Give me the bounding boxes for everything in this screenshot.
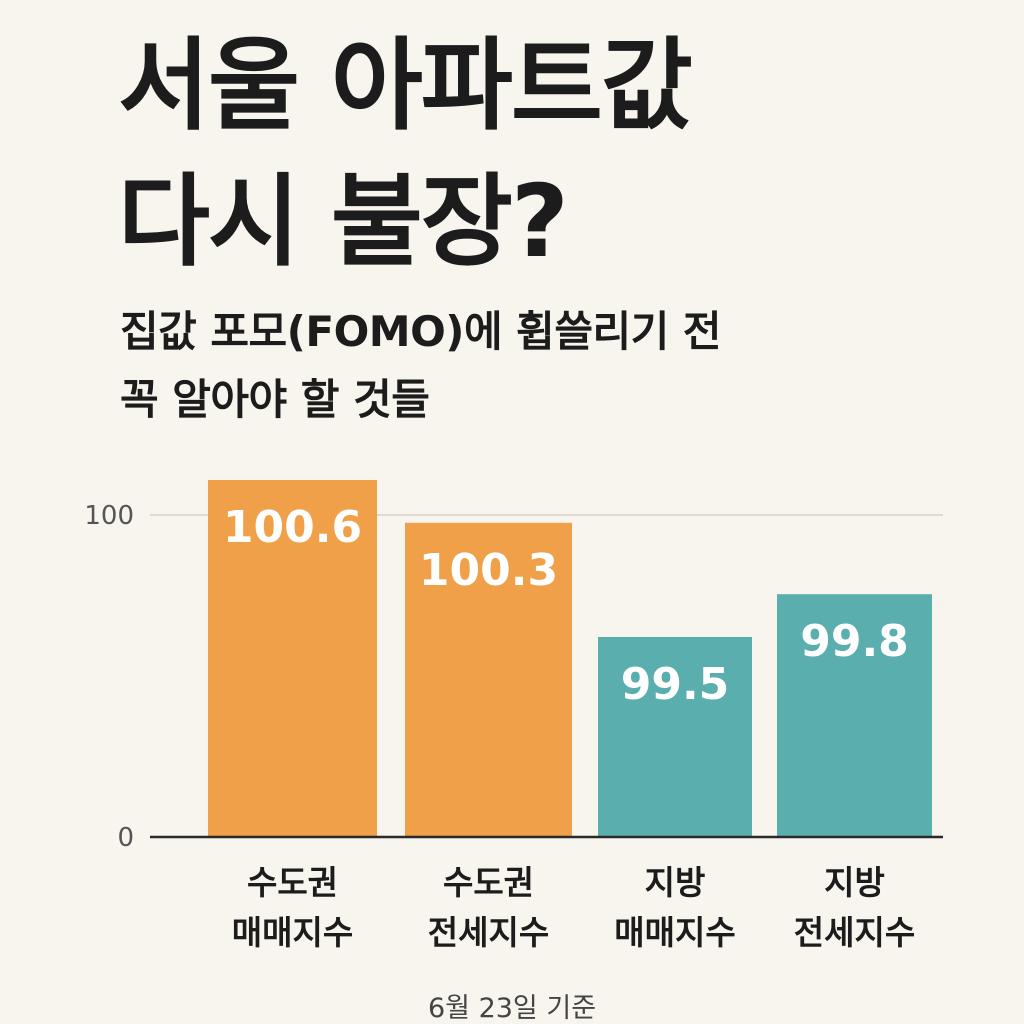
- category-label-2-line-1: 수도권: [443, 863, 534, 902]
- bar-value-label-3: 99.5: [621, 659, 730, 710]
- bar-4: [777, 594, 932, 837]
- title-line-1: 서울 아파트값: [118, 27, 693, 144]
- bar-1: [208, 480, 377, 837]
- bar-value-label-1: 100.6: [223, 502, 362, 553]
- category-label-1-line-2: 매매지수: [232, 913, 353, 952]
- footnote: 6월 23일 기준: [427, 993, 597, 1024]
- bar-value-label-4: 99.8: [800, 616, 909, 667]
- category-label-4-line-2: 전세지수: [794, 913, 915, 952]
- y-tick-label-100: 100: [84, 501, 134, 531]
- y-tick-label-0: 0: [117, 823, 134, 853]
- category-label-3-line-2: 매매지수: [614, 913, 735, 952]
- bar-value-label-2: 100.3: [419, 545, 558, 596]
- page-title: 서울 아파트값 다시 불장?: [118, 18, 693, 290]
- category-label-4-line-1: 지방: [824, 863, 885, 902]
- title-line-2: 다시 불장?: [118, 163, 569, 280]
- page-subtitle: 집값 포모(FOMO)에 휩쓸리기 전 꼭 알아야 할 것들: [120, 298, 722, 434]
- subtitle-line-1: 집값 포모(FOMO)에 휩쓸리기 전: [120, 307, 722, 356]
- category-label-1-line-1: 수도권: [247, 863, 338, 902]
- bar-3: [598, 637, 752, 837]
- category-label-3-line-1: 지방: [645, 863, 706, 902]
- subtitle-line-2: 꼭 알아야 할 것들: [120, 375, 430, 424]
- category-label-2-line-2: 전세지수: [428, 913, 549, 952]
- bar-2: [405, 522, 572, 837]
